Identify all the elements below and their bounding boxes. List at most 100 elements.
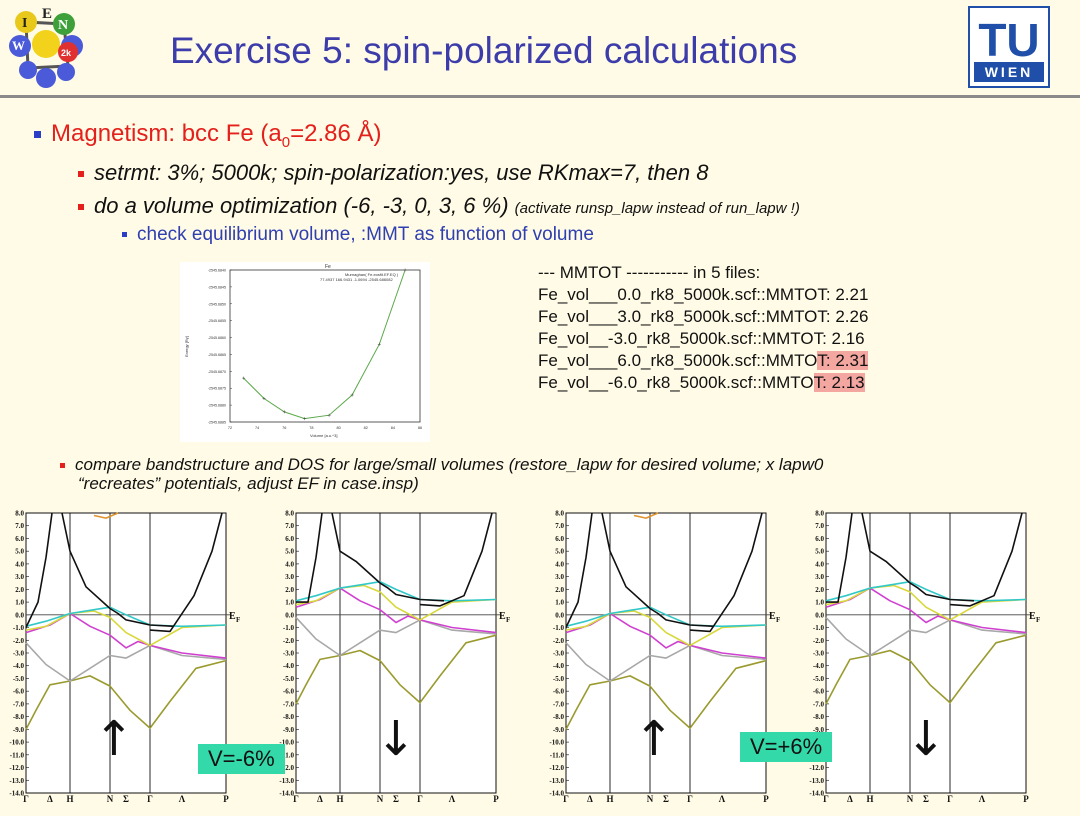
bullet-square-icon: [60, 463, 65, 469]
y-tick-label: -4.0: [553, 662, 565, 670]
y-tick-label: -14.0: [809, 790, 824, 798]
y-tick-label: 8.0: [285, 510, 294, 518]
y-tick-label: -13.0: [9, 777, 24, 785]
band-black: [149, 512, 223, 633]
y-tick-label: -2545.6845: [208, 285, 226, 289]
bullet-magnetism: Magnetism: bcc Fe (a0=2.86 Å): [34, 120, 382, 151]
y-tick-label: 6.0: [555, 535, 564, 543]
y-tick-label: -2545.6885: [208, 421, 226, 425]
band-frame: [825, 512, 1027, 794]
spin-up-arrow-icon: ↑: [94, 711, 134, 767]
band-olive: [565, 659, 767, 730]
data-point: [403, 268, 407, 272]
k-point-label: H: [336, 794, 343, 803]
y-tick-label: 0.0: [15, 611, 24, 619]
band-frame: [565, 512, 767, 794]
k-point-label: Λ: [979, 794, 986, 803]
y-tick-label: -2.0: [283, 637, 295, 645]
y-tick-label: -1.0: [13, 624, 25, 632]
header-divider: [0, 95, 1080, 98]
y-tick-label: 6.0: [285, 535, 294, 543]
fermi-level-sub: F: [236, 616, 240, 624]
k-point-label: Λ: [449, 794, 456, 803]
y-tick-label: 0.0: [285, 611, 294, 619]
y-tick-label: -3.0: [283, 650, 295, 658]
y-tick-label: -2.0: [813, 637, 825, 645]
y-tick-label: -5.0: [13, 675, 25, 683]
y-tick-label: -10.0: [279, 739, 294, 747]
y-tick-label: -1.0: [553, 624, 565, 632]
k-point-label: Λ: [179, 794, 186, 803]
spin-down-arrow-icon: ↓: [376, 711, 416, 767]
y-tick-label: -2545.6880: [208, 404, 226, 408]
y-tick-label: -1.0: [813, 624, 825, 632]
fermi-level-label: E: [229, 611, 236, 622]
band-gray: [825, 616, 1027, 657]
y-tick-label: -5.0: [283, 675, 295, 683]
k-point-label: Δ: [847, 794, 853, 803]
k-point-label: Δ: [47, 794, 53, 803]
svg-text:E: E: [42, 6, 52, 22]
band-olive: [825, 634, 1027, 705]
band-black: [25, 512, 53, 628]
band-black: [331, 512, 445, 602]
y-tick-label: -11.0: [10, 751, 25, 759]
band-black: [565, 512, 593, 628]
y-tick-label: 0.0: [555, 611, 564, 619]
band-gray: [565, 642, 767, 682]
y-tick-label: -5.0: [553, 675, 565, 683]
band-black: [861, 512, 975, 602]
mmtot-highlight: T: 2.13: [813, 373, 865, 392]
k-point-label: Δ: [587, 794, 593, 803]
y-tick-label: -13.0: [279, 777, 294, 785]
y-tick-label: 2.0: [285, 586, 294, 594]
k-point-label: Γ: [823, 794, 829, 803]
y-tick-label: 4.0: [15, 560, 24, 568]
mmtot-line: Fe_vol___6.0_rk8_5000k.scf::MMTOT: 2.31: [538, 351, 869, 370]
fermi-level-sub: F: [776, 616, 780, 624]
x-tick-label: 84: [391, 426, 395, 430]
k-point-label: Σ: [663, 794, 669, 803]
k-point-label: Γ: [563, 794, 569, 803]
k-point-label: N: [907, 794, 914, 803]
y-tick-label: 1.0: [555, 599, 564, 607]
bullet-check-volume: check equilibrium volume, :MMT as functi…: [122, 224, 594, 246]
y-tick-label: -12.0: [809, 764, 824, 772]
mmtot-highlight: T: 2.31: [817, 351, 869, 370]
data-point: [262, 396, 266, 400]
band-orange: [93, 512, 119, 519]
y-tick-label: 1.0: [15, 599, 24, 607]
y-tick-label: -2545.6875: [208, 387, 226, 391]
x-tick-label: 78: [309, 426, 313, 430]
y-tick-label: -6.0: [283, 688, 295, 696]
k-point-label: Γ: [23, 794, 29, 803]
data-point: [350, 393, 354, 397]
mmtot-line: Fe_vol___0.0_rk8_5000k.scf::MMTOT: 2.21: [538, 285, 869, 304]
y-tick-label: 6.0: [815, 535, 824, 543]
y-tick-label: -9.0: [283, 726, 295, 734]
y-tick-label: 3.0: [15, 573, 24, 581]
svg-text:N: N: [58, 18, 68, 33]
y-tick-label: -10.0: [549, 739, 564, 747]
data-point: [303, 417, 307, 421]
band-frame: [25, 512, 227, 794]
volume-label-minus6: V=-6%: [198, 744, 285, 774]
y-tick-label: -2545.6865: [208, 353, 226, 357]
fermi-level-label: E: [1029, 611, 1036, 622]
bullet-volume-optimization: do a volume optimization (-6, -3, 0, 3, …: [78, 193, 800, 219]
spin-up-arrow-icon: ↑: [634, 711, 674, 767]
k-point-label: H: [606, 794, 613, 803]
y-tick-label: -9.0: [553, 726, 565, 734]
y-tick-label: -2545.6870: [208, 370, 226, 374]
bandstructure-plus6-spin-up: 8.0 7.0 6.0 5.0 4.0 3.0 2.0 1.0 0.0 -1.0 -2.0 -3.0 -…: [549, 510, 780, 804]
y-tick-label: -2545.6840: [208, 269, 226, 273]
y-tick-label: 8.0: [815, 510, 824, 518]
y-tick-label: -9.0: [13, 726, 25, 734]
plot-title: Fe: [325, 264, 331, 270]
band-yellow: [25, 610, 227, 647]
y-tick-label: -14.0: [9, 790, 24, 798]
k-point-label: Λ: [719, 794, 726, 803]
y-tick-label: 7.0: [555, 522, 564, 530]
y-tick-label: 8.0: [555, 510, 564, 518]
y-tick-label: -7.0: [283, 700, 295, 708]
